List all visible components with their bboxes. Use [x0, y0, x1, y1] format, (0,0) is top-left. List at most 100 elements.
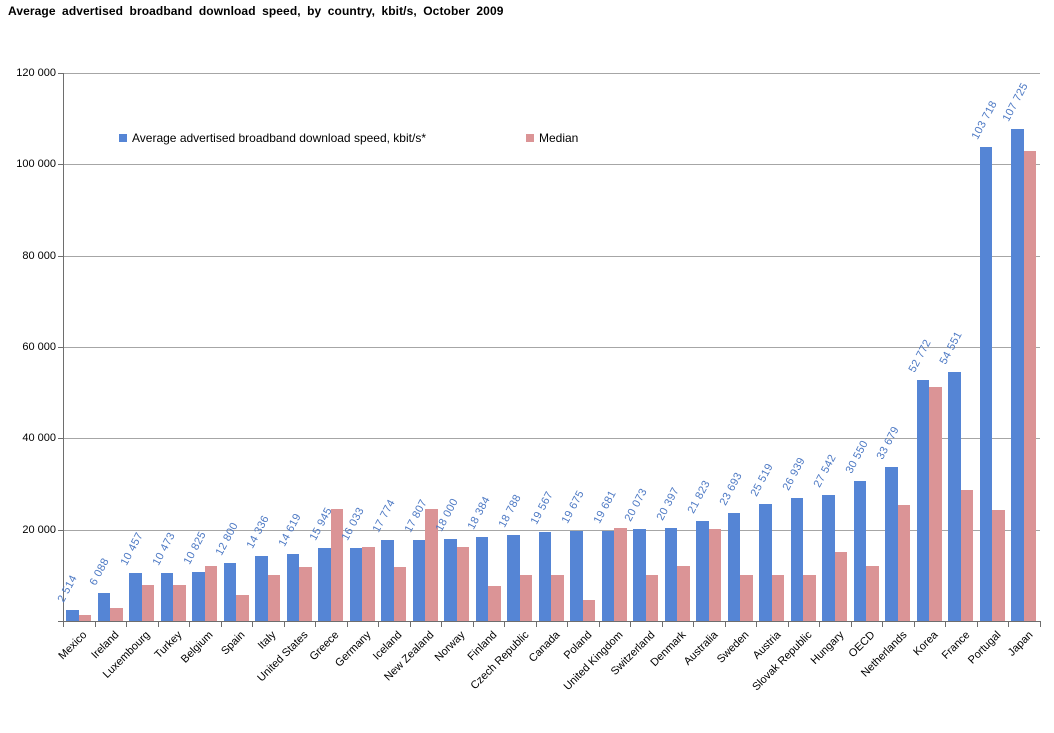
x-tick-label: Czech Republic [468, 629, 531, 692]
value-label: 30 550 [843, 439, 871, 477]
bar-median [803, 574, 816, 621]
bar-median [834, 552, 848, 621]
bar-median [929, 387, 942, 621]
bar-average [948, 371, 961, 621]
x-tick-label: Hungary [808, 629, 847, 667]
legend-label-average: Average advertised broadband download sp… [132, 131, 426, 145]
value-label: 25 519 [748, 462, 777, 499]
value-label: 19 681 [591, 488, 619, 526]
bar-average [538, 531, 552, 621]
bar-median [897, 505, 911, 621]
x-axis-tick [220, 622, 222, 627]
gridline [63, 164, 1040, 166]
x-tick-label: Sweden [714, 629, 752, 666]
bar-average [286, 554, 300, 621]
x-tick-label: Korea [911, 629, 941, 659]
bar-median [456, 547, 470, 621]
x-axis-tick [819, 622, 821, 627]
bar-average [349, 547, 363, 621]
x-axis-tick [1040, 622, 1041, 627]
value-label: 18 384 [465, 494, 493, 532]
bar-median [173, 584, 186, 621]
bar-average [129, 573, 142, 621]
bar-median [519, 574, 533, 621]
bar-average [255, 555, 268, 621]
value-label: 18 000 [433, 496, 461, 534]
x-axis-tick [882, 622, 884, 627]
bar-average [444, 538, 457, 621]
value-label: 26 939 [780, 455, 808, 493]
x-axis-tick [756, 622, 758, 627]
value-label: 19 675 [559, 488, 588, 526]
x-axis-tick [693, 622, 695, 627]
y-axis-tick [58, 438, 63, 440]
value-label: 33 679 [874, 424, 903, 462]
value-label: 10 825 [181, 529, 209, 567]
value-label: 16 033 [339, 505, 367, 543]
legend-label-median: Median [539, 131, 579, 145]
bar-median [992, 509, 1005, 621]
bar-average [696, 521, 709, 621]
x-axis-tick [787, 622, 789, 627]
value-label: 103 718 [969, 99, 1000, 142]
bar-average [727, 512, 741, 621]
bar-median [960, 490, 974, 621]
bar-median [645, 574, 659, 621]
bar-average [318, 548, 331, 621]
bar-median [78, 615, 91, 621]
bar-median [866, 566, 879, 621]
value-label: 6 088 [87, 556, 112, 588]
x-tick-label: Portugal [966, 629, 1004, 667]
y-axis-label: 20 000 [22, 523, 56, 536]
x-axis-tick [378, 622, 380, 627]
x-axis-tick [409, 622, 411, 627]
x-axis-tick [346, 622, 348, 627]
x-tick-label: Belgium [179, 629, 216, 666]
x-axis-tick [567, 622, 569, 627]
x-axis-tick [472, 622, 474, 627]
gridline [63, 73, 1040, 74]
y-axis-label: 60 000 [22, 341, 56, 353]
bar-median [267, 575, 281, 621]
x-axis-line [63, 621, 1041, 622]
x-axis-tick [157, 622, 159, 627]
bar-median [582, 599, 596, 621]
bar-average [412, 539, 426, 621]
x-tick-label: Spain [218, 629, 248, 658]
value-label: 14 336 [244, 513, 272, 551]
x-axis-tick [976, 622, 978, 627]
value-label: 20 397 [654, 485, 682, 523]
value-label: 54 551 [937, 329, 966, 367]
bar-average [822, 495, 835, 621]
bar-median [708, 529, 722, 621]
bar-average [570, 531, 583, 621]
bar-average [916, 380, 930, 621]
x-tick-label: Canada [526, 629, 563, 665]
bar-median [330, 509, 344, 621]
bar-median [488, 585, 501, 621]
value-label: 23 693 [717, 470, 745, 508]
value-label: 18 788 [496, 492, 524, 530]
x-axis-tick [94, 622, 96, 627]
bar-average [97, 593, 111, 621]
bar-median [551, 574, 564, 621]
value-label: 21 823 [685, 478, 714, 516]
bar-average [66, 609, 79, 621]
bar-average [633, 529, 646, 621]
y-axis-tick [58, 73, 63, 74]
y-axis-label: 100 000 [16, 158, 56, 171]
bar-average [979, 147, 993, 621]
y-axis-tick [58, 529, 63, 531]
x-axis-tick [315, 622, 317, 627]
x-axis-tick [850, 622, 852, 627]
value-label: 27 542 [811, 452, 840, 490]
bar-median [362, 547, 375, 621]
legend-swatch-median [526, 134, 534, 142]
x-axis-tick [1008, 622, 1010, 627]
bar-median [299, 566, 312, 621]
bar-median [110, 608, 123, 621]
value-label: 12 800 [213, 520, 241, 558]
value-label: 20 073 [622, 486, 651, 524]
bar-median [1023, 151, 1037, 621]
